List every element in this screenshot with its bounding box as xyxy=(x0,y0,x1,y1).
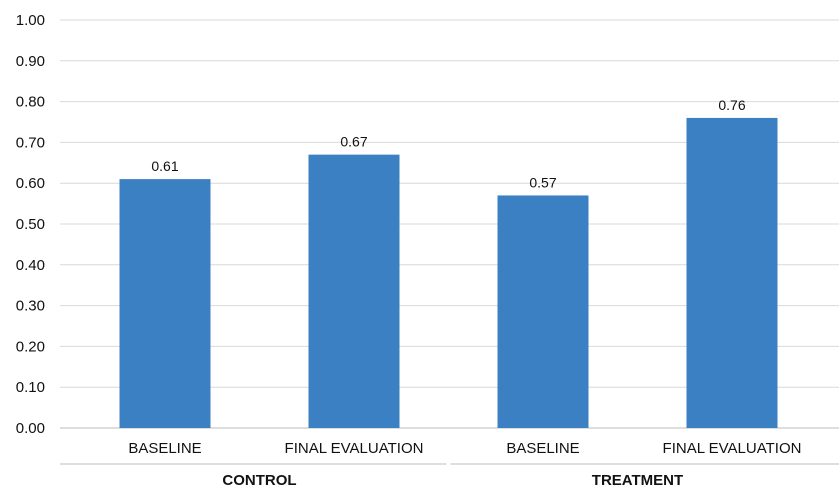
group-label: TREATMENT xyxy=(592,472,683,489)
bar xyxy=(119,179,211,428)
y-tick-label: 0.40 xyxy=(16,257,45,274)
y-tick-label: 0.50 xyxy=(16,216,45,233)
category-label: FINAL EVALUATION xyxy=(285,440,424,457)
bars xyxy=(119,117,778,429)
bar xyxy=(497,195,589,428)
y-tick-label: 0.90 xyxy=(16,53,45,70)
data-label: 0.76 xyxy=(718,97,745,113)
y-axis-ticks: 0.00 0.10 0.20 0.30 0.40 0.50 0.60 0.70 0.80 0.90… xyxy=(16,12,45,437)
group-label: CONTROL xyxy=(222,472,296,489)
data-label: 0.61 xyxy=(151,158,178,174)
bar xyxy=(308,154,400,428)
y-tick-label: 0.30 xyxy=(16,298,45,315)
bar xyxy=(686,117,778,429)
category-label: BASELINE xyxy=(506,440,579,457)
category-label: FINAL EVALUATION xyxy=(663,440,802,457)
x-axis: BASELINE FINAL EVALUATION CONTROL BASELINE F… xyxy=(60,440,839,489)
y-tick-label: 0.20 xyxy=(16,338,45,355)
y-tick-label: 0.60 xyxy=(16,175,45,192)
y-tick-label: 0.00 xyxy=(16,420,45,437)
data-label: 0.67 xyxy=(340,134,367,150)
y-tick-label: 1.00 xyxy=(16,12,45,29)
data-label: 0.57 xyxy=(529,174,556,190)
y-tick-label: 0.10 xyxy=(16,379,45,396)
y-tick-label: 0.80 xyxy=(16,94,45,111)
data-labels: 0.61 0.67 0.57 0.76 xyxy=(151,97,745,191)
y-tick-label: 0.70 xyxy=(16,134,45,151)
category-label: BASELINE xyxy=(128,440,201,457)
